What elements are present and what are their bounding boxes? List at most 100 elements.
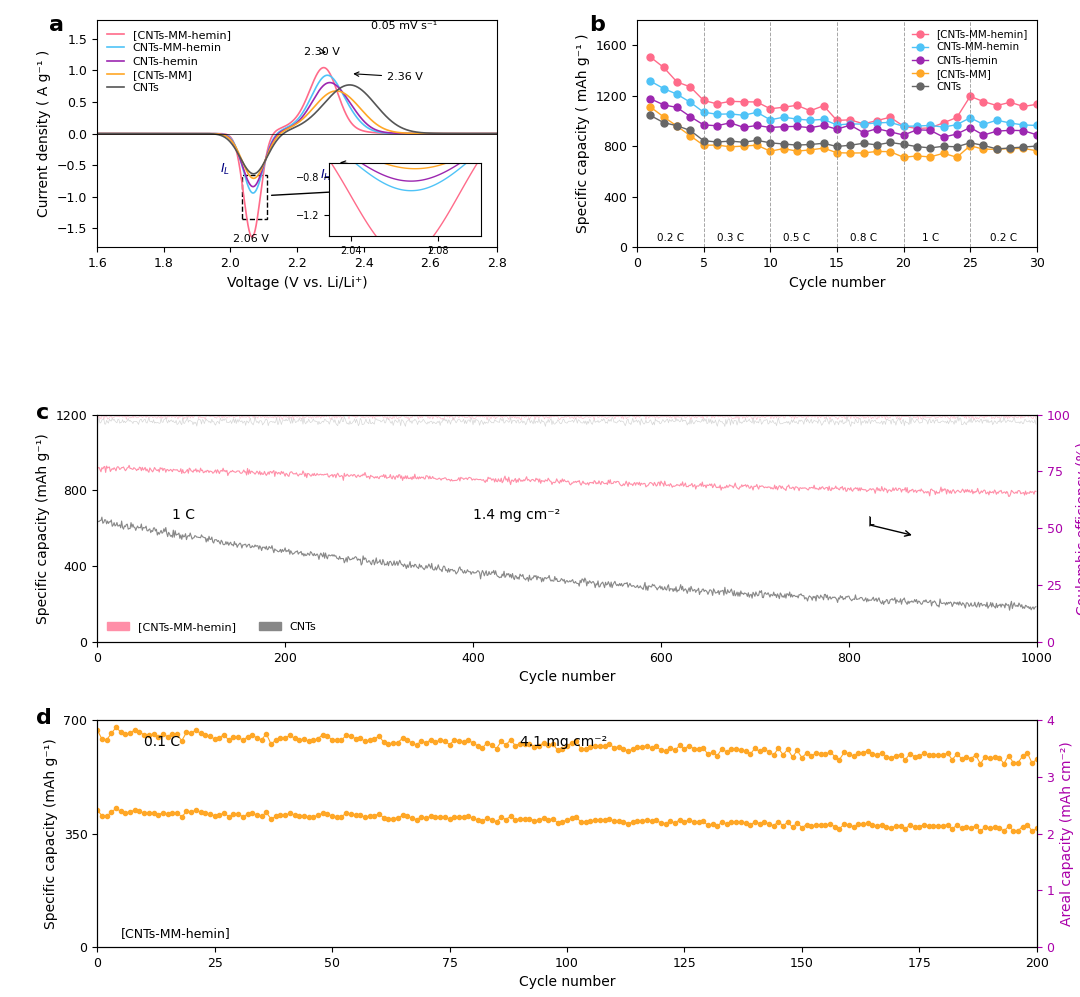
[CNTs-MM-hemin] xyxy=(285,116,298,128)
CNTs xyxy=(1003,604,1016,616)
[CNTs-MM] xyxy=(804,144,816,156)
[CNTs-MM-hemin] xyxy=(644,51,657,63)
[CNTs-MM-hemin] xyxy=(840,485,853,497)
CNTs xyxy=(684,125,697,137)
X-axis label: Cycle number: Cycle number xyxy=(788,275,886,289)
Text: [CNTs-MM-hemin]: [CNTs-MM-hemin] xyxy=(121,927,230,940)
CNTs-hemin xyxy=(858,127,870,139)
CNTs xyxy=(274,130,287,142)
Line: CNTs: CNTs xyxy=(97,85,497,173)
[CNTs-MM-hemin] xyxy=(883,112,896,124)
CNTs xyxy=(644,110,657,122)
[CNTs-MM-hemin] xyxy=(1029,486,1042,498)
CNTs xyxy=(897,139,910,151)
[CNTs-MM] xyxy=(490,128,503,140)
[CNTs-MM-hemin] xyxy=(111,128,124,140)
[CNTs-MM-hemin] xyxy=(123,460,136,472)
[CNTs-MM] xyxy=(778,143,791,155)
Line: [CNTs-MM]: [CNTs-MM] xyxy=(97,91,497,178)
CNTs-MM-hemin xyxy=(897,121,910,133)
Text: 2.06 V: 2.06 V xyxy=(232,234,269,244)
[CNTs-MM-hemin] xyxy=(737,481,750,493)
CNTs xyxy=(923,142,936,154)
[CNTs-MM] xyxy=(247,172,260,184)
[CNTs-MM] xyxy=(111,128,124,140)
CNTs-MM-hemin xyxy=(274,125,287,137)
[CNTs-MM] xyxy=(406,128,419,140)
CNTs-MM-hemin xyxy=(111,128,124,140)
[CNTs-MM-hemin] xyxy=(897,121,910,133)
Bar xyxy=(242,174,267,218)
[CNTs-MM-hemin] xyxy=(697,95,710,107)
CNTs xyxy=(505,572,518,584)
CNTs-MM-hemin xyxy=(950,119,963,131)
CNTs-hemin xyxy=(657,99,670,111)
CNTs xyxy=(285,123,298,135)
CNTs-hemin xyxy=(323,77,336,89)
Text: b: b xyxy=(589,15,605,36)
[CNTs-MM] xyxy=(738,141,751,153)
Legend: [CNTs-MM-hemin], CNTs: [CNTs-MM-hemin], CNTs xyxy=(103,617,321,636)
[CNTs-MM] xyxy=(883,146,896,158)
CNTs-hemin xyxy=(764,122,777,134)
CNTs xyxy=(778,138,791,150)
CNTs-hemin xyxy=(870,123,883,135)
[CNTs-MM] xyxy=(644,101,657,113)
CNTs xyxy=(791,140,804,152)
Line: CNTs: CNTs xyxy=(97,517,1036,610)
CNTs xyxy=(697,135,710,147)
CNTs xyxy=(95,511,108,523)
CNTs xyxy=(480,128,492,140)
CNTs xyxy=(1030,140,1043,152)
[CNTs-MM-hemin] xyxy=(318,62,330,74)
X-axis label: Voltage (V vs. Li/Li⁺): Voltage (V vs. Li/Li⁺) xyxy=(227,275,367,289)
[CNTs-MM] xyxy=(950,152,963,164)
CNTs-hemin xyxy=(831,124,843,136)
CNTs-MM-hemin xyxy=(883,117,896,129)
CNTs-MM-hemin xyxy=(406,128,419,140)
Text: 0.5 C: 0.5 C xyxy=(783,233,810,243)
[CNTs-MM-hemin] xyxy=(963,91,976,103)
CNTs-MM-hemin xyxy=(818,114,831,126)
[CNTs-MM-hemin] xyxy=(490,128,503,140)
CNTs xyxy=(111,128,124,140)
Y-axis label: Areal capacity (mAh cm⁻²): Areal capacity (mAh cm⁻²) xyxy=(1061,741,1075,926)
[CNTs-MM] xyxy=(791,146,804,158)
CNTs-hemin xyxy=(751,120,764,132)
[CNTs-MM] xyxy=(697,140,710,152)
[CNTs-MM] xyxy=(329,85,342,97)
[CNTs-MM-hemin] xyxy=(764,103,777,115)
CNTs-MM-hemin xyxy=(246,187,259,199)
[CNTs-MM-hemin] xyxy=(657,62,670,74)
Line: CNTs-hemin: CNTs-hemin xyxy=(647,95,1040,141)
Text: $\mathit{I}_L$: $\mathit{I}_L$ xyxy=(220,162,230,176)
CNTs-hemin xyxy=(711,120,724,132)
[CNTs-MM-hemin] xyxy=(471,474,484,486)
Text: 2.36 V: 2.36 V xyxy=(354,72,423,82)
[CNTs-MM-hemin] xyxy=(406,128,419,140)
CNTs xyxy=(831,141,843,153)
CNTs-MM-hemin xyxy=(671,88,684,100)
CNTs xyxy=(764,137,777,149)
CNTs-hemin xyxy=(897,130,910,142)
Text: 2.30 V: 2.30 V xyxy=(303,47,339,57)
Line: [CNTs-MM-hemin]: [CNTs-MM-hemin] xyxy=(97,466,1036,497)
CNTs-hemin xyxy=(738,122,751,134)
CNTs-hemin xyxy=(724,117,737,129)
CNTs-MM-hemin xyxy=(977,119,990,131)
Text: 4.1 mg cm⁻²: 4.1 mg cm⁻² xyxy=(521,735,607,749)
CNTs-MM-hemin xyxy=(870,117,883,129)
CNTs xyxy=(910,141,923,153)
[CNTs-MM] xyxy=(657,111,670,123)
CNTs xyxy=(490,128,503,140)
[CNTs-MM-hemin] xyxy=(778,102,791,114)
[CNTs-MM] xyxy=(684,130,697,142)
CNTs-MM-hemin xyxy=(711,109,724,121)
CNTs-MM-hemin xyxy=(480,128,492,140)
CNTs xyxy=(738,137,751,149)
[CNTs-MM-hemin] xyxy=(711,98,724,110)
CNTs xyxy=(711,136,724,148)
[CNTs-MM] xyxy=(923,151,936,163)
[CNTs-MM-hemin] xyxy=(804,105,816,117)
CNTs xyxy=(804,139,816,151)
